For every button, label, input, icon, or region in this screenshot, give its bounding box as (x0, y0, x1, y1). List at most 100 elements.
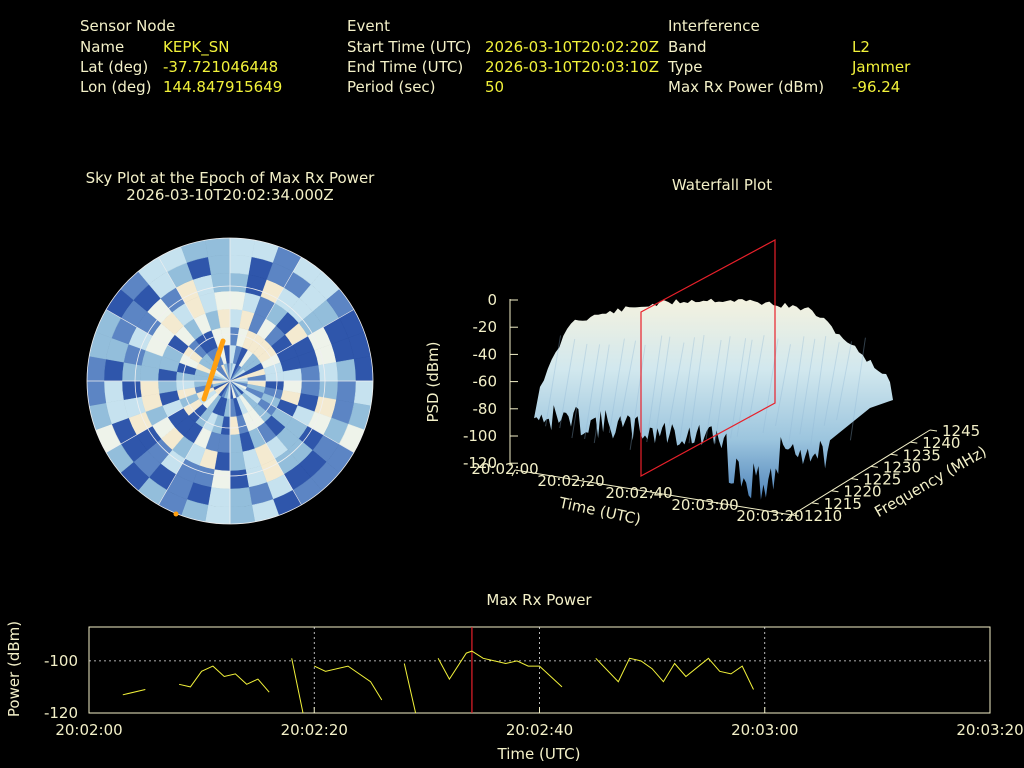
frequency-tick (890, 453, 898, 456)
psd-surface-streak (705, 339, 722, 440)
power-x-tick-label: 20:02:00 (55, 721, 122, 739)
psd-surface-streak (629, 344, 646, 450)
event-period-value: 50 (485, 78, 505, 96)
interference-band-label: Band (668, 38, 707, 56)
psd-surface-streak (620, 340, 637, 422)
psd-tick-label: -120 (463, 454, 497, 472)
interference-type-label: Type (668, 58, 703, 76)
psd-surface-streak (714, 336, 731, 444)
frequency-tick (851, 478, 859, 481)
psd-surface-streak (799, 338, 816, 435)
event-start-label: Start Time (UTC) (347, 38, 472, 56)
power-trace-segment (403, 663, 417, 714)
sensor-node-title: Sensor Node (80, 17, 176, 35)
psd-surface-streak (788, 336, 805, 443)
power-y-axis-label: Power (dBm) (5, 621, 23, 717)
psd-surface-streak (559, 338, 576, 429)
frequency-tick-label: 1225 (863, 471, 901, 489)
event-title: Event (347, 17, 390, 35)
frequency-tick (929, 429, 938, 432)
psd-surface-streak (545, 335, 562, 427)
psd-tick-label: -40 (473, 345, 498, 363)
interference-max-value: -96.24 (852, 78, 901, 96)
sky-cell (204, 238, 231, 258)
sky-satellite-track (173, 338, 226, 517)
time-tick (580, 481, 585, 488)
power-x-tick-label: 20:02:40 (506, 721, 573, 739)
sky-azimuth-spoke (253, 257, 302, 341)
waterfall-title: Waterfall Plot (671, 176, 773, 194)
time-tick (650, 492, 654, 499)
time-tick-label: 20:02:20 (537, 472, 604, 490)
sky-azimuth-spoke (106, 404, 190, 453)
psd-surface-streak (654, 336, 671, 440)
sky-cell (229, 238, 256, 258)
sensor-lat-label: Lat (deg) (80, 58, 149, 76)
sky-azimuth-spoke (158, 421, 207, 505)
sky-cell (353, 355, 373, 382)
psd-surface-streak (748, 335, 765, 421)
satellite-point (173, 511, 179, 517)
time-tick-label: 20:02:00 (471, 460, 538, 478)
power-plot-border (88, 626, 991, 714)
power-y-tick-label: -100 (44, 652, 78, 670)
frequency-tick (831, 490, 839, 493)
sky-plot-title: Sky Plot at the Epoch of Max Rx Power (85, 169, 375, 187)
sky-azimuth-spoke (106, 309, 190, 358)
event-period-label: Period (sec) (347, 78, 436, 96)
psd-surface-streak (775, 344, 791, 427)
frequency-tick-label: 1220 (843, 483, 881, 501)
frequency-tick (870, 465, 878, 468)
power-plot-title: Max Rx Power (486, 591, 592, 609)
event-end-label: End Time (UTC) (347, 58, 464, 76)
sky-grid (86, 237, 374, 525)
sensor-name-value: KEPK_SN (163, 38, 230, 56)
interference-title: Interference (668, 17, 760, 35)
power-x-axis-label: Time (UTC) (497, 745, 581, 763)
satellite-track (210, 350, 220, 374)
sky-plot-epoch: 2026-03-10T20:02:34.000Z (126, 186, 334, 204)
sky-cell (87, 355, 107, 382)
power-trace-segment (122, 689, 146, 696)
sensor-lon-value: 144.847915649 (163, 78, 283, 96)
sky-azimuth-spoke (158, 257, 207, 341)
sky-cell (229, 504, 256, 524)
psd-tick-label: -80 (473, 400, 498, 418)
interference-band-value: L2 (852, 38, 870, 56)
frequency-tick-label: 1240 (922, 434, 960, 452)
interference-type-value: Jammer (852, 58, 911, 76)
frequency-tick-label: 1215 (824, 495, 862, 513)
power-x-tick-label: 20:03:00 (731, 721, 798, 739)
psd-surface (534, 298, 893, 500)
psd-surface-streak (668, 342, 685, 427)
psd-surface-streak (679, 337, 695, 444)
power-trace-segment (437, 650, 563, 688)
sky-cell (353, 380, 373, 407)
frequency-tick (811, 502, 819, 505)
power-trace-segment (314, 665, 383, 701)
psd-surface-streak (688, 334, 705, 444)
power-plot-frame (88, 626, 991, 714)
waterfall-axes (509, 299, 938, 522)
power-x-tick-label: 20:03:20 (956, 721, 1023, 739)
psd-tick-label: -100 (463, 427, 497, 445)
time-tick-label: 20:03:20 (736, 507, 803, 525)
power-trace-segment (291, 658, 304, 714)
psd-surface-streak (571, 343, 588, 439)
sensor-lat-value: -37.721046448 (163, 58, 279, 76)
sky-azimuth-spoke (270, 404, 354, 453)
sky-cell (87, 380, 107, 407)
power-trace-segment (178, 665, 270, 693)
frequency-tick (910, 441, 918, 444)
psd-surface-streak (823, 342, 840, 426)
psd-tick-label: 0 (487, 291, 497, 309)
waterfall-epoch-plane (640, 238, 776, 478)
epoch-plane-outline (640, 238, 776, 478)
waterfall-surface (534, 298, 893, 500)
frequency-tick-label: 1235 (903, 446, 941, 464)
event-start-value: 2026-03-10T20:02:20Z (485, 38, 659, 56)
frequency-tick (791, 514, 800, 517)
